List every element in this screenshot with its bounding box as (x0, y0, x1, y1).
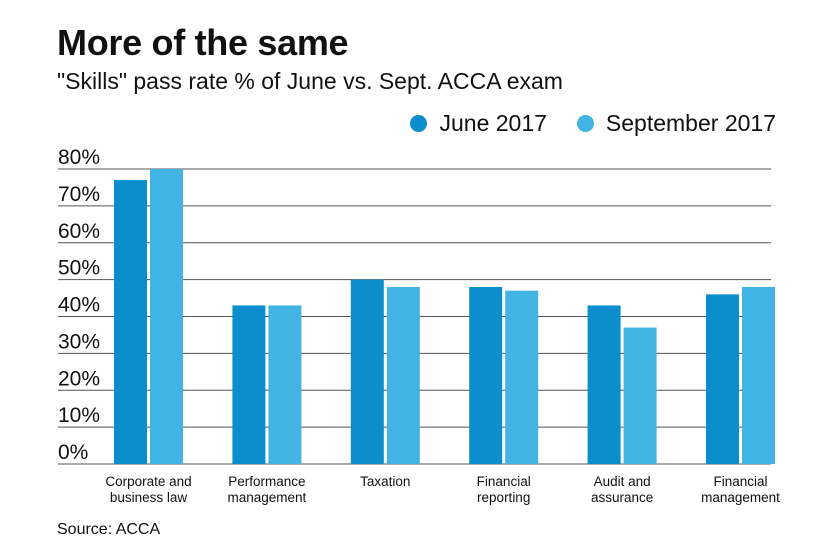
chart-subtitle: "Skills" pass rate % of June vs. Sept. A… (57, 68, 563, 94)
x-tick-label: Corporate and business law (105, 474, 191, 505)
bar-june (350, 279, 384, 464)
bar-june (232, 305, 266, 464)
bar-june (587, 305, 621, 464)
bar-june (114, 180, 147, 464)
x-tick-label: Audit and assurance (591, 474, 653, 505)
bar-june (706, 294, 739, 464)
x-tick-label: Financial reporting (477, 474, 531, 505)
legend-item-september: September 2017 (576, 110, 776, 137)
source-note: Source: ACCA (57, 521, 161, 538)
legend-swatch-september (576, 115, 594, 132)
bar-september (150, 169, 183, 464)
bar-september (268, 305, 302, 464)
bar-june (469, 287, 503, 464)
chart-title: More of the same (57, 22, 349, 63)
x-tick-label: Financial management (701, 474, 780, 505)
y-tick-label: 60% (58, 220, 100, 243)
y-tick-label: 80% (58, 146, 100, 169)
legend-label-september: September 2017 (605, 110, 776, 136)
legend: June 2017 September 2017 (380, 110, 776, 137)
y-tick-label: 70% (58, 183, 100, 206)
legend-swatch-june (410, 115, 428, 132)
y-tick-label: 40% (58, 294, 100, 317)
x-tick-label: Performance management (227, 474, 306, 505)
legend-label-june: June 2017 (439, 110, 547, 136)
bar-september (742, 287, 775, 464)
y-tick-label: 50% (58, 257, 100, 280)
y-tick-label: 0% (58, 441, 88, 464)
legend-item-june: June 2017 (410, 110, 547, 137)
bar-september (623, 327, 657, 464)
bar-september (386, 287, 420, 464)
y-tick-label: 20% (58, 367, 100, 390)
x-tick-label: Taxation (360, 474, 410, 489)
bar-september (505, 290, 539, 464)
y-tick-label: 10% (58, 404, 100, 427)
y-tick-label: 30% (58, 330, 100, 353)
